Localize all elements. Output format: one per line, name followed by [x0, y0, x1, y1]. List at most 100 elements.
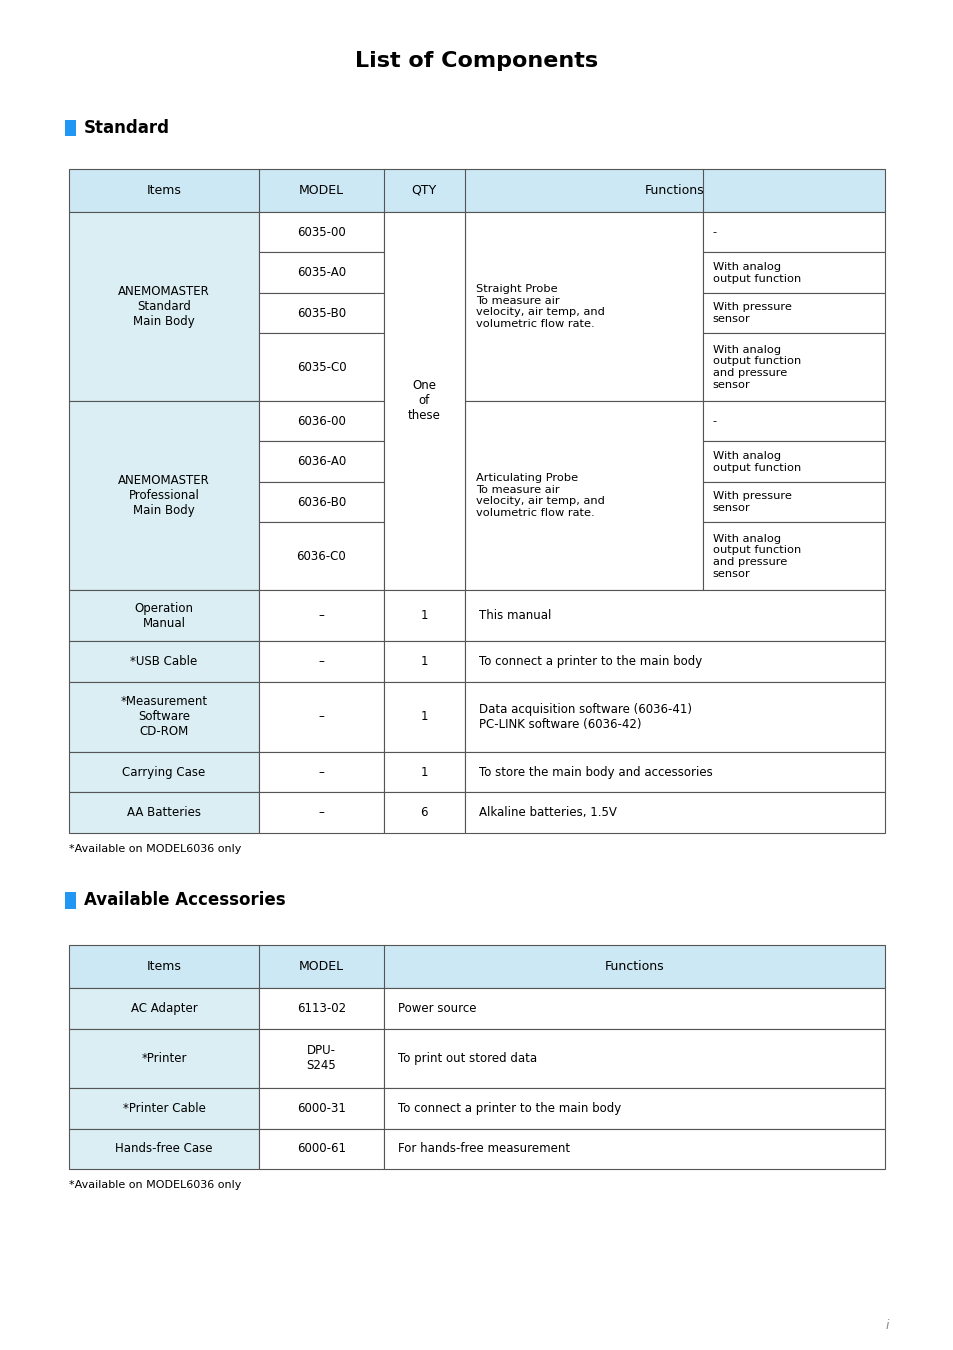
Text: List of Components: List of Components [355, 51, 598, 70]
Text: *Measurement
Software
CD-ROM: *Measurement Software CD-ROM [120, 695, 208, 738]
Bar [259, 590, 383, 641]
Bar [464, 590, 884, 641]
Bar [259, 293, 383, 333]
Text: 6036-A0: 6036-A0 [296, 455, 346, 468]
Text: 6036-B0: 6036-B0 [296, 495, 346, 509]
Bar [259, 333, 383, 401]
Text: Power source: Power source [397, 1002, 476, 1015]
Text: *USB Cable: *USB Cable [131, 655, 197, 668]
Text: -: - [712, 416, 716, 427]
Bar [383, 792, 464, 833]
Text: *Available on MODEL6036 only: *Available on MODEL6036 only [69, 1180, 241, 1191]
Bar [702, 441, 884, 482]
Bar [702, 252, 884, 293]
Text: Available Accessories: Available Accessories [84, 891, 285, 910]
Bar [259, 212, 383, 252]
Text: Items: Items [147, 960, 181, 973]
Bar [69, 401, 259, 590]
Text: MODEL: MODEL [298, 184, 344, 197]
Text: For hands-free measurement: For hands-free measurement [397, 1142, 569, 1156]
Text: Hands-free Case: Hands-free Case [115, 1142, 213, 1156]
Bar [464, 212, 702, 401]
Text: 6036-00: 6036-00 [296, 414, 346, 428]
Text: 6: 6 [420, 806, 427, 819]
Text: Straight Probe
To measure air
velocity, air temp, and
volumetric flow rate.: Straight Probe To measure air velocity, … [476, 284, 604, 329]
Text: 6035-C0: 6035-C0 [296, 360, 346, 374]
Bar [259, 482, 383, 522]
Text: ANEMOMASTER
Professional
Main Body: ANEMOMASTER Professional Main Body [118, 474, 210, 517]
Text: DPU-
S245: DPU- S245 [306, 1045, 336, 1072]
Text: One
of
these: One of these [407, 379, 440, 423]
Bar [383, 1088, 884, 1129]
Text: QTY: QTY [411, 184, 436, 197]
Text: With pressure
sensor: With pressure sensor [712, 302, 791, 324]
Bar [69, 1129, 259, 1169]
Text: 6000-31: 6000-31 [296, 1102, 346, 1115]
Text: With analog
output function
and pressure
sensor: With analog output function and pressure… [712, 533, 801, 579]
Bar [383, 682, 464, 752]
Bar [69, 1088, 259, 1129]
Bar [464, 641, 884, 682]
Bar [65, 120, 76, 136]
Text: With pressure
sensor: With pressure sensor [712, 491, 791, 513]
Text: 6035-B0: 6035-B0 [296, 306, 346, 320]
Text: To print out stored data: To print out stored data [397, 1052, 537, 1065]
Text: Articulating Probe
To measure air
velocity, air temp, and
volumetric flow rate.: Articulating Probe To measure air veloci… [476, 472, 604, 518]
Bar [702, 522, 884, 590]
Text: To store the main body and accessories: To store the main body and accessories [478, 765, 712, 779]
Bar [259, 401, 383, 441]
Bar [383, 590, 464, 641]
Text: AC Adapter: AC Adapter [131, 1002, 197, 1015]
Bar [259, 522, 383, 590]
Bar [383, 1029, 884, 1088]
Bar [65, 892, 76, 909]
Bar [383, 641, 464, 682]
Text: Operation
Manual: Operation Manual [134, 602, 193, 629]
Bar [69, 752, 259, 792]
Bar [69, 988, 259, 1029]
Bar [69, 641, 259, 682]
Text: –: – [318, 765, 324, 779]
Text: 1: 1 [420, 765, 427, 779]
Text: ANEMOMASTER
Standard
Main Body: ANEMOMASTER Standard Main Body [118, 285, 210, 328]
Bar [259, 752, 383, 792]
Bar [383, 752, 464, 792]
Text: –: – [318, 609, 324, 622]
Bar [702, 482, 884, 522]
Bar [383, 988, 884, 1029]
Bar [259, 1129, 383, 1169]
Bar [69, 792, 259, 833]
Bar [464, 401, 702, 590]
Text: 6035-00: 6035-00 [296, 225, 346, 239]
Text: *Printer: *Printer [141, 1052, 187, 1065]
Bar [259, 1088, 383, 1129]
Bar [702, 333, 884, 401]
Bar [383, 1129, 884, 1169]
Bar [464, 752, 884, 792]
Text: –: – [318, 655, 324, 668]
Text: 6113-02: 6113-02 [296, 1002, 346, 1015]
Bar [702, 212, 884, 252]
Bar [383, 212, 464, 590]
Bar [69, 212, 259, 401]
Text: i: i [884, 1319, 888, 1332]
Text: 1: 1 [420, 710, 427, 724]
Text: Functions: Functions [644, 184, 704, 197]
Bar [259, 252, 383, 293]
Text: 6036-C0: 6036-C0 [296, 549, 346, 563]
Text: MODEL: MODEL [298, 960, 344, 973]
Text: -: - [712, 227, 716, 238]
Text: To connect a printer to the main body: To connect a printer to the main body [397, 1102, 620, 1115]
Bar [259, 792, 383, 833]
Text: With analog
output function
and pressure
sensor: With analog output function and pressure… [712, 344, 801, 390]
Text: *Printer Cable: *Printer Cable [123, 1102, 205, 1115]
Bar [69, 590, 259, 641]
Bar [464, 682, 884, 752]
Bar [464, 792, 884, 833]
Text: *Available on MODEL6036 only: *Available on MODEL6036 only [69, 844, 241, 855]
Text: 1: 1 [420, 655, 427, 668]
Bar [259, 682, 383, 752]
Text: With analog
output function: With analog output function [712, 262, 801, 284]
Bar [702, 293, 884, 333]
Text: AA Batteries: AA Batteries [127, 806, 201, 819]
